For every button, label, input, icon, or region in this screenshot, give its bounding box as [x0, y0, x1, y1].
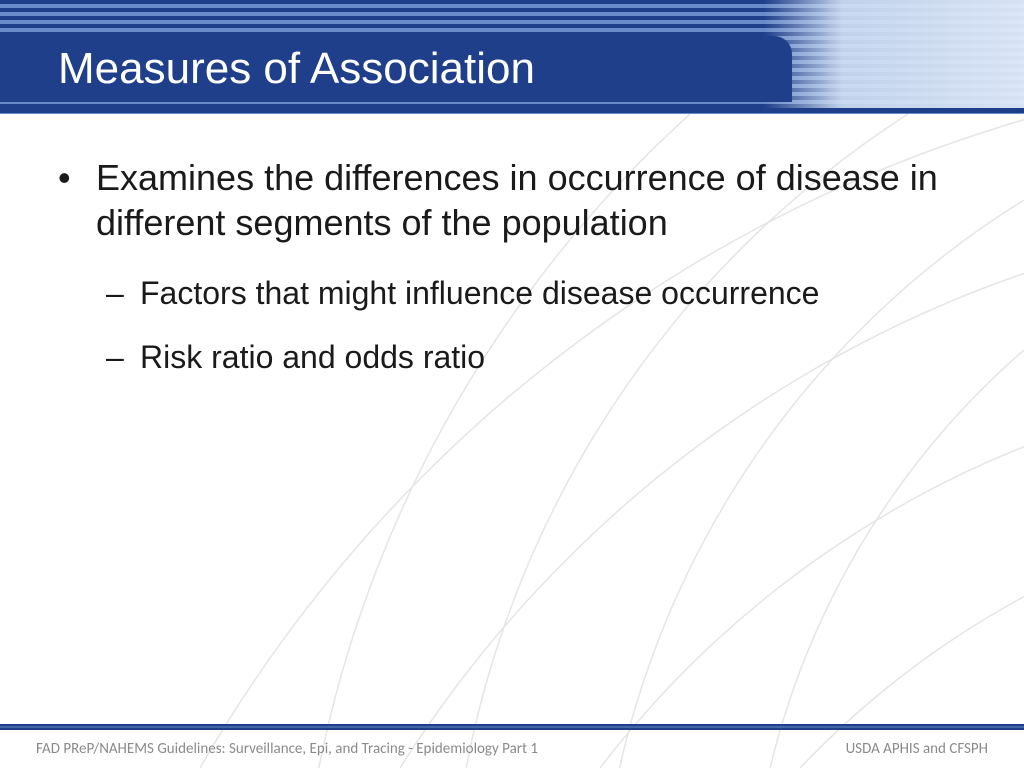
bullet-sub-2: Risk ratio and odds ratio: [58, 337, 964, 379]
footer-divider: [0, 724, 1024, 730]
header-underline: [0, 108, 1024, 113]
title-bar: Measures of Association: [0, 36, 792, 102]
bullet-main: Examines the differences in occurrence o…: [58, 155, 964, 245]
footer-right-text: USDA APHIS and CFSPH: [846, 740, 988, 758]
footer-area: FAD PReP/NAHEMS Guidelines: Surveillance…: [0, 740, 1024, 758]
slide-title: Measures of Association: [58, 44, 535, 94]
footer-left-text: FAD PReP/NAHEMS Guidelines: Surveillance…: [36, 740, 538, 758]
bullet-sub-1: Factors that might influence disease occ…: [58, 273, 964, 315]
content-area: Examines the differences in occurrence o…: [58, 155, 964, 400]
